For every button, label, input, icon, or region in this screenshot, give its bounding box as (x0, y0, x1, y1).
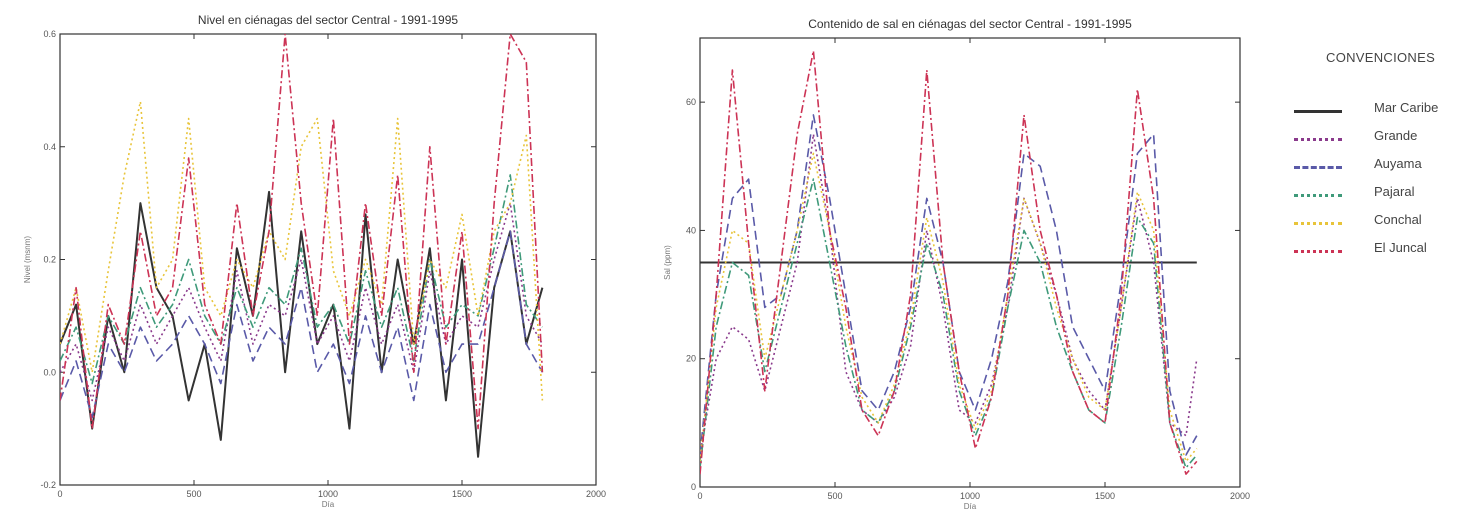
legend-swatch-grande (1294, 138, 1342, 141)
legend-item-mar-caribe: Mar Caribe (1284, 100, 1474, 120)
chart-0-ylabel: Nivel (msnm) (23, 236, 32, 283)
chart-1-ytick-label: 0 (691, 482, 696, 492)
chart-0-series-auyama (60, 230, 544, 419)
legend-label-grande: Grande (1374, 128, 1418, 143)
chart-0-xtick-label: 1500 (452, 489, 472, 499)
chart-1-xtick-label: 1500 (1095, 491, 1115, 501)
legend-item-el-juncal: El Juncal (1284, 240, 1474, 260)
chart-0-series-group (60, 34, 544, 458)
chart-1-ytick-label: 20 (686, 354, 696, 364)
chart-1-series-group (700, 50, 1198, 475)
legend: CONVENCIONES Mar Caribe Grande Auyama Pa… (1280, 38, 1476, 298)
chart-0-xlabel: Día (322, 500, 335, 509)
chart-0-ytick-label: 0.4 (43, 142, 56, 152)
legend-swatch-pajaral (1294, 194, 1342, 197)
legend-label-el-juncal: El Juncal (1374, 240, 1427, 255)
chart-0-ytick-label: 0.2 (43, 255, 56, 265)
chart-1-series-pajaral (700, 178, 1198, 469)
legend-swatch-mar-caribe (1294, 110, 1342, 113)
chart-0-ytick-label: 0.0 (43, 367, 56, 377)
legend-label-auyama: Auyama (1374, 156, 1422, 171)
legend-item-grande: Grande (1284, 128, 1474, 148)
chart-0-series-mar-caribe (60, 190, 544, 458)
salt-chart-svg: Contenido de sal en ciénagas del sector … (663, 17, 1250, 511)
chart-1-series-auyama (700, 114, 1198, 456)
chart-0-series-pajaral (60, 174, 544, 385)
chart-1-xtick-label: 500 (827, 491, 842, 501)
chart-1-xtick-label: 2000 (1230, 491, 1250, 501)
legend-swatch-conchal (1294, 222, 1342, 225)
chart-0-ytick-label: 0.6 (43, 29, 56, 39)
legend-swatch-el-juncal (1294, 250, 1342, 253)
legend-item-conchal: Conchal (1284, 212, 1474, 232)
chart-1-ytick-label: 40 (686, 225, 696, 235)
legend-title: CONVENCIONES (1326, 50, 1436, 65)
level-chart-svg: Nivel en ciénagas del sector Central - 1… (23, 13, 606, 509)
chart-1-title: Contenido de sal en ciénagas del sector … (808, 17, 1132, 31)
chart-0-title: Nivel en ciénagas del sector Central - 1… (198, 13, 458, 27)
chart-0-series-conchal (60, 100, 544, 401)
chart-1-series-conchal (700, 152, 1198, 463)
chart-0-frame (59, 33, 597, 486)
chart-0-xtick-label: 500 (186, 489, 201, 499)
legend-label-conchal: Conchal (1374, 212, 1422, 227)
level-chart: Nivel en ciénagas del sector Central - 1… (0, 0, 640, 521)
legend-item-pajaral: Pajaral (1284, 184, 1474, 204)
chart-1-ytick-label: 60 (686, 97, 696, 107)
chart-0-series-el-juncal (60, 34, 544, 430)
chart-1-xtick-label: 0 (697, 491, 702, 501)
chart-0-xtick-label: 2000 (586, 489, 606, 499)
legend-label-mar-caribe: Mar Caribe (1374, 100, 1439, 115)
chart-1-xlabel: Día (964, 502, 977, 511)
chart-0-xtick-label: 1000 (318, 489, 338, 499)
legend-item-auyama: Auyama (1284, 156, 1474, 176)
chart-1-ylabel: Sal (ppm) (663, 245, 672, 280)
chart-1-series-el-juncal (700, 50, 1198, 475)
chart-1-series-grande (700, 133, 1198, 456)
legend-label-pajaral: Pajaral (1374, 184, 1415, 199)
chart-1-xtick-label: 1000 (960, 491, 980, 501)
chart-0-xtick-label: 0 (57, 489, 62, 499)
salt-chart: Contenido de sal en ciénagas del sector … (640, 0, 1270, 521)
legend-swatch-auyama (1294, 166, 1342, 169)
chart-0-ytick-label: -0.2 (40, 480, 56, 490)
